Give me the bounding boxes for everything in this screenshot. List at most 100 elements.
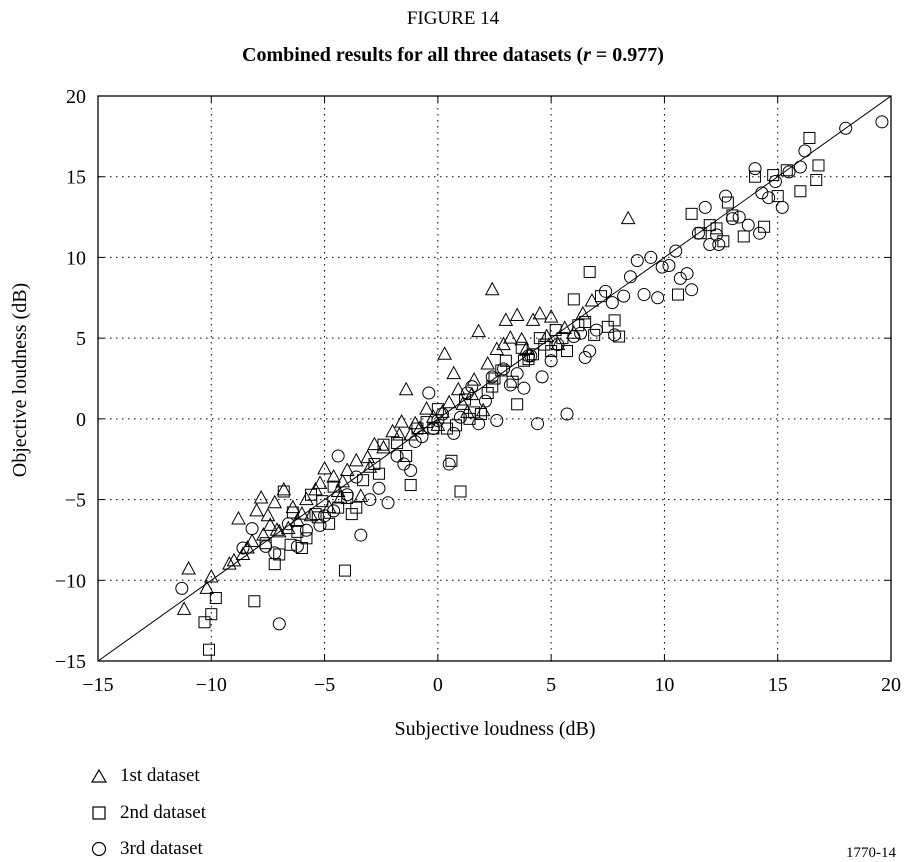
circle-point xyxy=(651,291,665,305)
triangle-point xyxy=(203,569,219,583)
square-point xyxy=(372,467,385,480)
x-tick-label: 15 xyxy=(768,674,788,696)
circle-point xyxy=(669,244,683,258)
square-point xyxy=(601,320,614,333)
square-point xyxy=(672,288,685,301)
triangle-point xyxy=(575,305,591,320)
x-tick-label: 5 xyxy=(546,674,556,696)
square-point xyxy=(311,511,324,524)
circle-point xyxy=(175,581,189,595)
triangle-point xyxy=(532,305,548,320)
square-point xyxy=(309,508,322,521)
triangle-point xyxy=(269,522,285,536)
triangle-point xyxy=(398,381,414,396)
square-point xyxy=(561,345,574,358)
triangle-point xyxy=(253,489,269,504)
x-tick-label: 0 xyxy=(433,674,443,696)
square-point xyxy=(209,592,222,605)
square-point xyxy=(703,219,716,232)
square-point xyxy=(445,454,458,467)
x-tick-label: −5 xyxy=(314,674,335,696)
circle-point xyxy=(268,546,282,560)
circle-point xyxy=(608,328,622,342)
square-point xyxy=(567,293,580,306)
circle-point xyxy=(732,210,746,224)
triangle-point xyxy=(503,330,518,344)
square-icon xyxy=(92,806,106,820)
figure-label: FIGURE 14 xyxy=(406,8,500,29)
circle-point xyxy=(447,426,461,440)
tick-labels: −15 −10 −5 0 5 10 15 20 −15 −10 −5 0 5 10 15 20 xyxy=(55,86,901,696)
square-point xyxy=(400,449,413,462)
triangle-point xyxy=(584,292,600,307)
triangle-point xyxy=(222,556,237,570)
square-point xyxy=(749,170,762,183)
triangle-point xyxy=(450,381,466,396)
y-tick-label: −5 xyxy=(65,490,86,512)
circle-point xyxy=(521,349,535,363)
circle-point xyxy=(259,539,273,553)
square-point xyxy=(277,485,290,498)
square-point xyxy=(300,532,313,545)
scatter-chart: −15 −10 −5 0 5 10 15 20 −15 −10 −5 0 5 10 15 20 Subject… xyxy=(9,86,901,740)
square-point xyxy=(481,387,494,400)
triangle-point xyxy=(260,507,276,522)
circle-point xyxy=(662,259,676,272)
circle-icon xyxy=(91,841,107,857)
circle-point xyxy=(578,351,592,365)
circle-point xyxy=(762,191,776,205)
figure-code: 1770-14 xyxy=(846,845,896,861)
x-axis-label: Subjective loudness (dB) xyxy=(394,718,595,740)
triangle-point xyxy=(330,483,346,497)
square-point xyxy=(323,517,336,530)
square-point xyxy=(440,422,453,435)
circle-point xyxy=(583,344,597,358)
circle-point xyxy=(490,413,504,427)
circle-point xyxy=(442,457,456,471)
square-point xyxy=(198,616,211,629)
square-point xyxy=(474,408,487,421)
title-prefix: Combined results for all three datasets … xyxy=(242,44,584,66)
circle-point xyxy=(793,160,807,174)
triangle-point xyxy=(271,523,287,538)
circle-point xyxy=(281,517,295,531)
circle-point xyxy=(680,267,694,281)
square-point xyxy=(685,207,698,220)
circle-point xyxy=(599,284,613,298)
triangle-point xyxy=(256,527,271,541)
circle-point xyxy=(363,493,377,507)
circle-point xyxy=(426,422,440,436)
triangle-icon xyxy=(90,768,108,783)
triangle-point xyxy=(353,488,369,502)
circle-point xyxy=(331,449,345,463)
triangle-point xyxy=(317,460,332,475)
square-point xyxy=(794,185,807,198)
square-point xyxy=(533,332,546,345)
triangle-point xyxy=(348,452,364,467)
square-point xyxy=(717,235,730,248)
square-point xyxy=(391,437,404,450)
triangle-point xyxy=(339,462,355,477)
square-point xyxy=(710,222,723,235)
circle-point xyxy=(485,370,499,384)
circle-point xyxy=(349,470,363,484)
circle-point xyxy=(390,449,404,463)
y-tick-label: −10 xyxy=(55,570,86,592)
square-point xyxy=(583,265,596,278)
triangle-point xyxy=(199,580,215,594)
circle-point xyxy=(245,522,259,536)
circle-point xyxy=(644,250,658,264)
grid xyxy=(98,96,891,661)
circle-point xyxy=(741,218,755,232)
triangle-point xyxy=(231,510,246,525)
square-point xyxy=(608,314,621,327)
square-point xyxy=(338,564,351,577)
triangle-point xyxy=(480,355,496,370)
axes xyxy=(97,95,892,662)
circle-point xyxy=(313,518,327,532)
legend-item-1st-dataset: 1st dataset xyxy=(90,765,200,787)
y-tick-label: 20 xyxy=(66,86,86,108)
triangle-point xyxy=(360,449,375,464)
circle-point xyxy=(517,381,531,395)
circle-point xyxy=(839,121,853,135)
